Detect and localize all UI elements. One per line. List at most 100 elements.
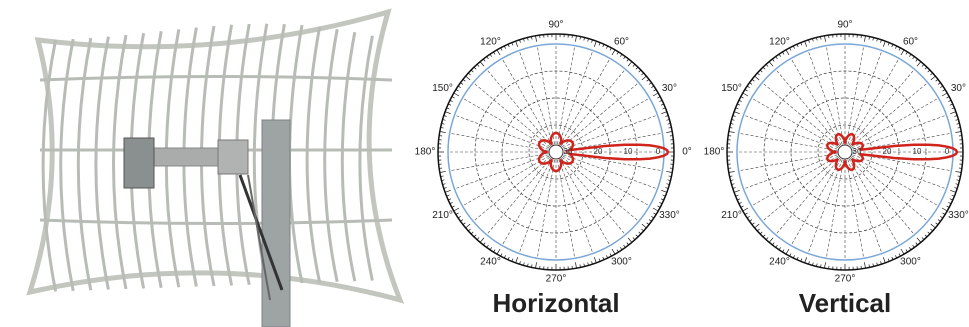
- degree-tick: [620, 247, 622, 249]
- degree-tick: [612, 50, 615, 55]
- degree-tick: [454, 208, 459, 211]
- spoke: [850, 158, 914, 235]
- spoke: [450, 153, 548, 170]
- angle-label: 150°: [432, 83, 453, 94]
- degree-tick: [466, 224, 471, 228]
- degree-tick: [916, 59, 918, 61]
- degree-tick: [649, 220, 651, 222]
- radial-label: 10: [913, 147, 922, 156]
- angle-label: 270°: [546, 274, 567, 285]
- grid-rod: [342, 32, 355, 281]
- degree-tick: [474, 235, 476, 237]
- degree-tick: [480, 238, 484, 243]
- degree-tick: [471, 232, 473, 234]
- spoke: [473, 157, 550, 221]
- degree-tick: [666, 132, 672, 133]
- degree-tick: [755, 76, 760, 80]
- angle-label: 210°: [721, 210, 742, 221]
- degree-tick: [883, 41, 885, 47]
- grid-bar: [40, 220, 392, 224]
- degree-tick: [461, 83, 463, 85]
- spoke: [826, 46, 843, 144]
- degree-tick: [487, 57, 489, 59]
- degree-tick: [734, 112, 740, 114]
- plot-title: Vertical: [799, 288, 892, 318]
- degree-tick: [653, 208, 658, 211]
- degree-tick: [769, 62, 773, 67]
- degree-tick: [772, 243, 774, 245]
- angle-label: 330°: [659, 210, 680, 221]
- radial-label: 0: [656, 147, 661, 156]
- angle-label: 90°: [837, 20, 852, 31]
- degree-tick: [825, 36, 826, 42]
- degree-tick: [477, 64, 479, 66]
- degree-tick: [641, 229, 643, 231]
- angle-label: 60°: [614, 37, 629, 48]
- grid-rod: [290, 25, 303, 283]
- degree-tick: [627, 243, 629, 245]
- degree-tick: [883, 257, 885, 263]
- degree-tick: [743, 93, 748, 96]
- radial-label: 20: [883, 147, 892, 156]
- spoke: [776, 69, 840, 146]
- degree-tick: [922, 237, 924, 239]
- spoke: [562, 83, 639, 147]
- angle-label: 240°: [769, 257, 790, 268]
- degree-tick: [925, 235, 927, 237]
- degree-tick: [928, 70, 930, 72]
- degree-tick: [955, 171, 961, 172]
- radial-label: 0: [945, 147, 950, 156]
- degree-tick: [938, 220, 940, 222]
- degree-tick: [763, 67, 765, 69]
- degree-tick: [516, 257, 518, 263]
- degree-tick: [628, 238, 632, 243]
- center-ring: [549, 145, 563, 159]
- degree-tick: [772, 59, 774, 61]
- degree-tick: [729, 132, 735, 133]
- degree-tick: [483, 243, 485, 245]
- degree-tick: [766, 237, 768, 239]
- angle-label: 330°: [948, 210, 969, 221]
- angle-label: 240°: [480, 257, 501, 268]
- radial-label: 10: [624, 147, 633, 156]
- degree-tick: [752, 79, 754, 81]
- degree-tick: [950, 112, 956, 114]
- angle-label: 30°: [951, 83, 966, 94]
- polar-plots: 0°30°60°90°120°150°180°210°240°270°300°3…: [415, 20, 969, 318]
- degree-tick: [575, 262, 576, 268]
- grid-rod: [61, 39, 74, 291]
- spoke: [762, 157, 839, 221]
- degree-tick: [750, 83, 752, 85]
- spoke: [739, 153, 837, 170]
- spoke: [450, 133, 548, 150]
- polar-plot: 0°30°60°90°120°150°180°210°240°270°300°3…: [415, 20, 692, 318]
- degree-tick: [917, 62, 921, 67]
- degree-tick: [641, 73, 643, 75]
- degree-tick: [769, 238, 773, 243]
- degree-tick: [445, 112, 451, 114]
- spoke: [846, 160, 863, 258]
- degree-tick: [901, 249, 904, 254]
- degree-tick: [779, 54, 781, 56]
- grid-rod: [96, 37, 109, 290]
- degree-tick: [750, 220, 752, 222]
- outer-circle: [727, 34, 963, 270]
- degree-tick: [913, 57, 915, 59]
- degree-tick: [468, 229, 470, 231]
- degree-tick: [779, 247, 781, 249]
- degree-tick: [445, 190, 451, 192]
- degree-tick: [471, 70, 473, 72]
- angle-label: 150°: [721, 83, 742, 94]
- degree-tick: [440, 132, 446, 133]
- angle-label: 180°: [415, 147, 436, 158]
- degree-tick: [458, 216, 460, 218]
- degree-tick: [636, 235, 638, 237]
- angle-label: 270°: [835, 274, 856, 285]
- spoke: [850, 69, 914, 146]
- degree-tick: [633, 237, 635, 239]
- degree-tick: [628, 62, 632, 67]
- degree-tick: [627, 59, 629, 61]
- spoke: [537, 46, 554, 144]
- spoke: [762, 83, 839, 147]
- degree-tick: [497, 50, 500, 55]
